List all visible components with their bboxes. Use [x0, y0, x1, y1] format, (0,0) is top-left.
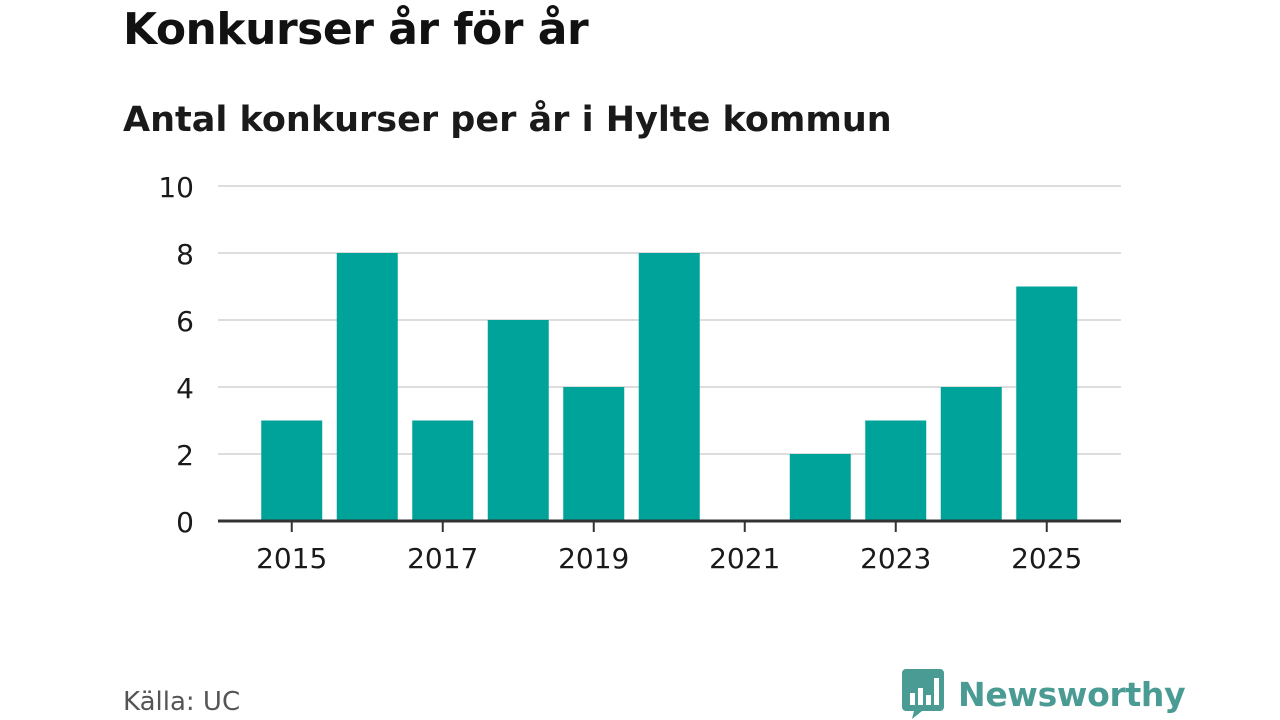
- source-label: Källa: UC: [123, 687, 241, 717]
- y-tick-label: 6: [176, 305, 194, 338]
- brand-name: Newsworthy: [958, 674, 1186, 714]
- bar-2023: [865, 420, 927, 521]
- x-tick-label: 2017: [407, 542, 478, 575]
- bars: [261, 253, 1078, 521]
- x-tick-label: 2015: [256, 542, 327, 575]
- chart-subtitle: Antal konkurser per år i Hylte kommun: [123, 100, 892, 140]
- bar-2025: [1016, 286, 1078, 521]
- y-tick-label: 0: [176, 506, 194, 539]
- y-tick-label: 10: [158, 171, 194, 204]
- y-tick-label: 2: [176, 439, 194, 472]
- bar-2024: [940, 387, 1002, 521]
- y-axis-ticks: 0 2 4 6 8 10: [158, 171, 194, 539]
- y-tick-label: 4: [176, 372, 194, 405]
- x-tick-label: 2019: [558, 542, 629, 575]
- y-tick-label: 8: [176, 238, 194, 271]
- bar-2022: [789, 454, 851, 521]
- x-axis-ticks: 2015 2017 2019 2021 2023 2025: [256, 521, 1082, 575]
- bar-2020: [638, 253, 700, 521]
- x-tick-label: 2023: [860, 542, 931, 575]
- bar-chart-speech-bubble-icon: [902, 669, 944, 719]
- bar-2018: [487, 320, 549, 521]
- x-tick-label: 2025: [1011, 542, 1082, 575]
- brand-logo: Newsworthy: [902, 669, 1186, 719]
- bar-2016: [336, 253, 398, 521]
- chart-title: Konkurser år för år: [123, 4, 589, 55]
- bar-2017: [412, 420, 474, 521]
- bar-2019: [563, 387, 625, 521]
- x-tick-label: 2021: [709, 542, 780, 575]
- bar-2015: [261, 420, 323, 521]
